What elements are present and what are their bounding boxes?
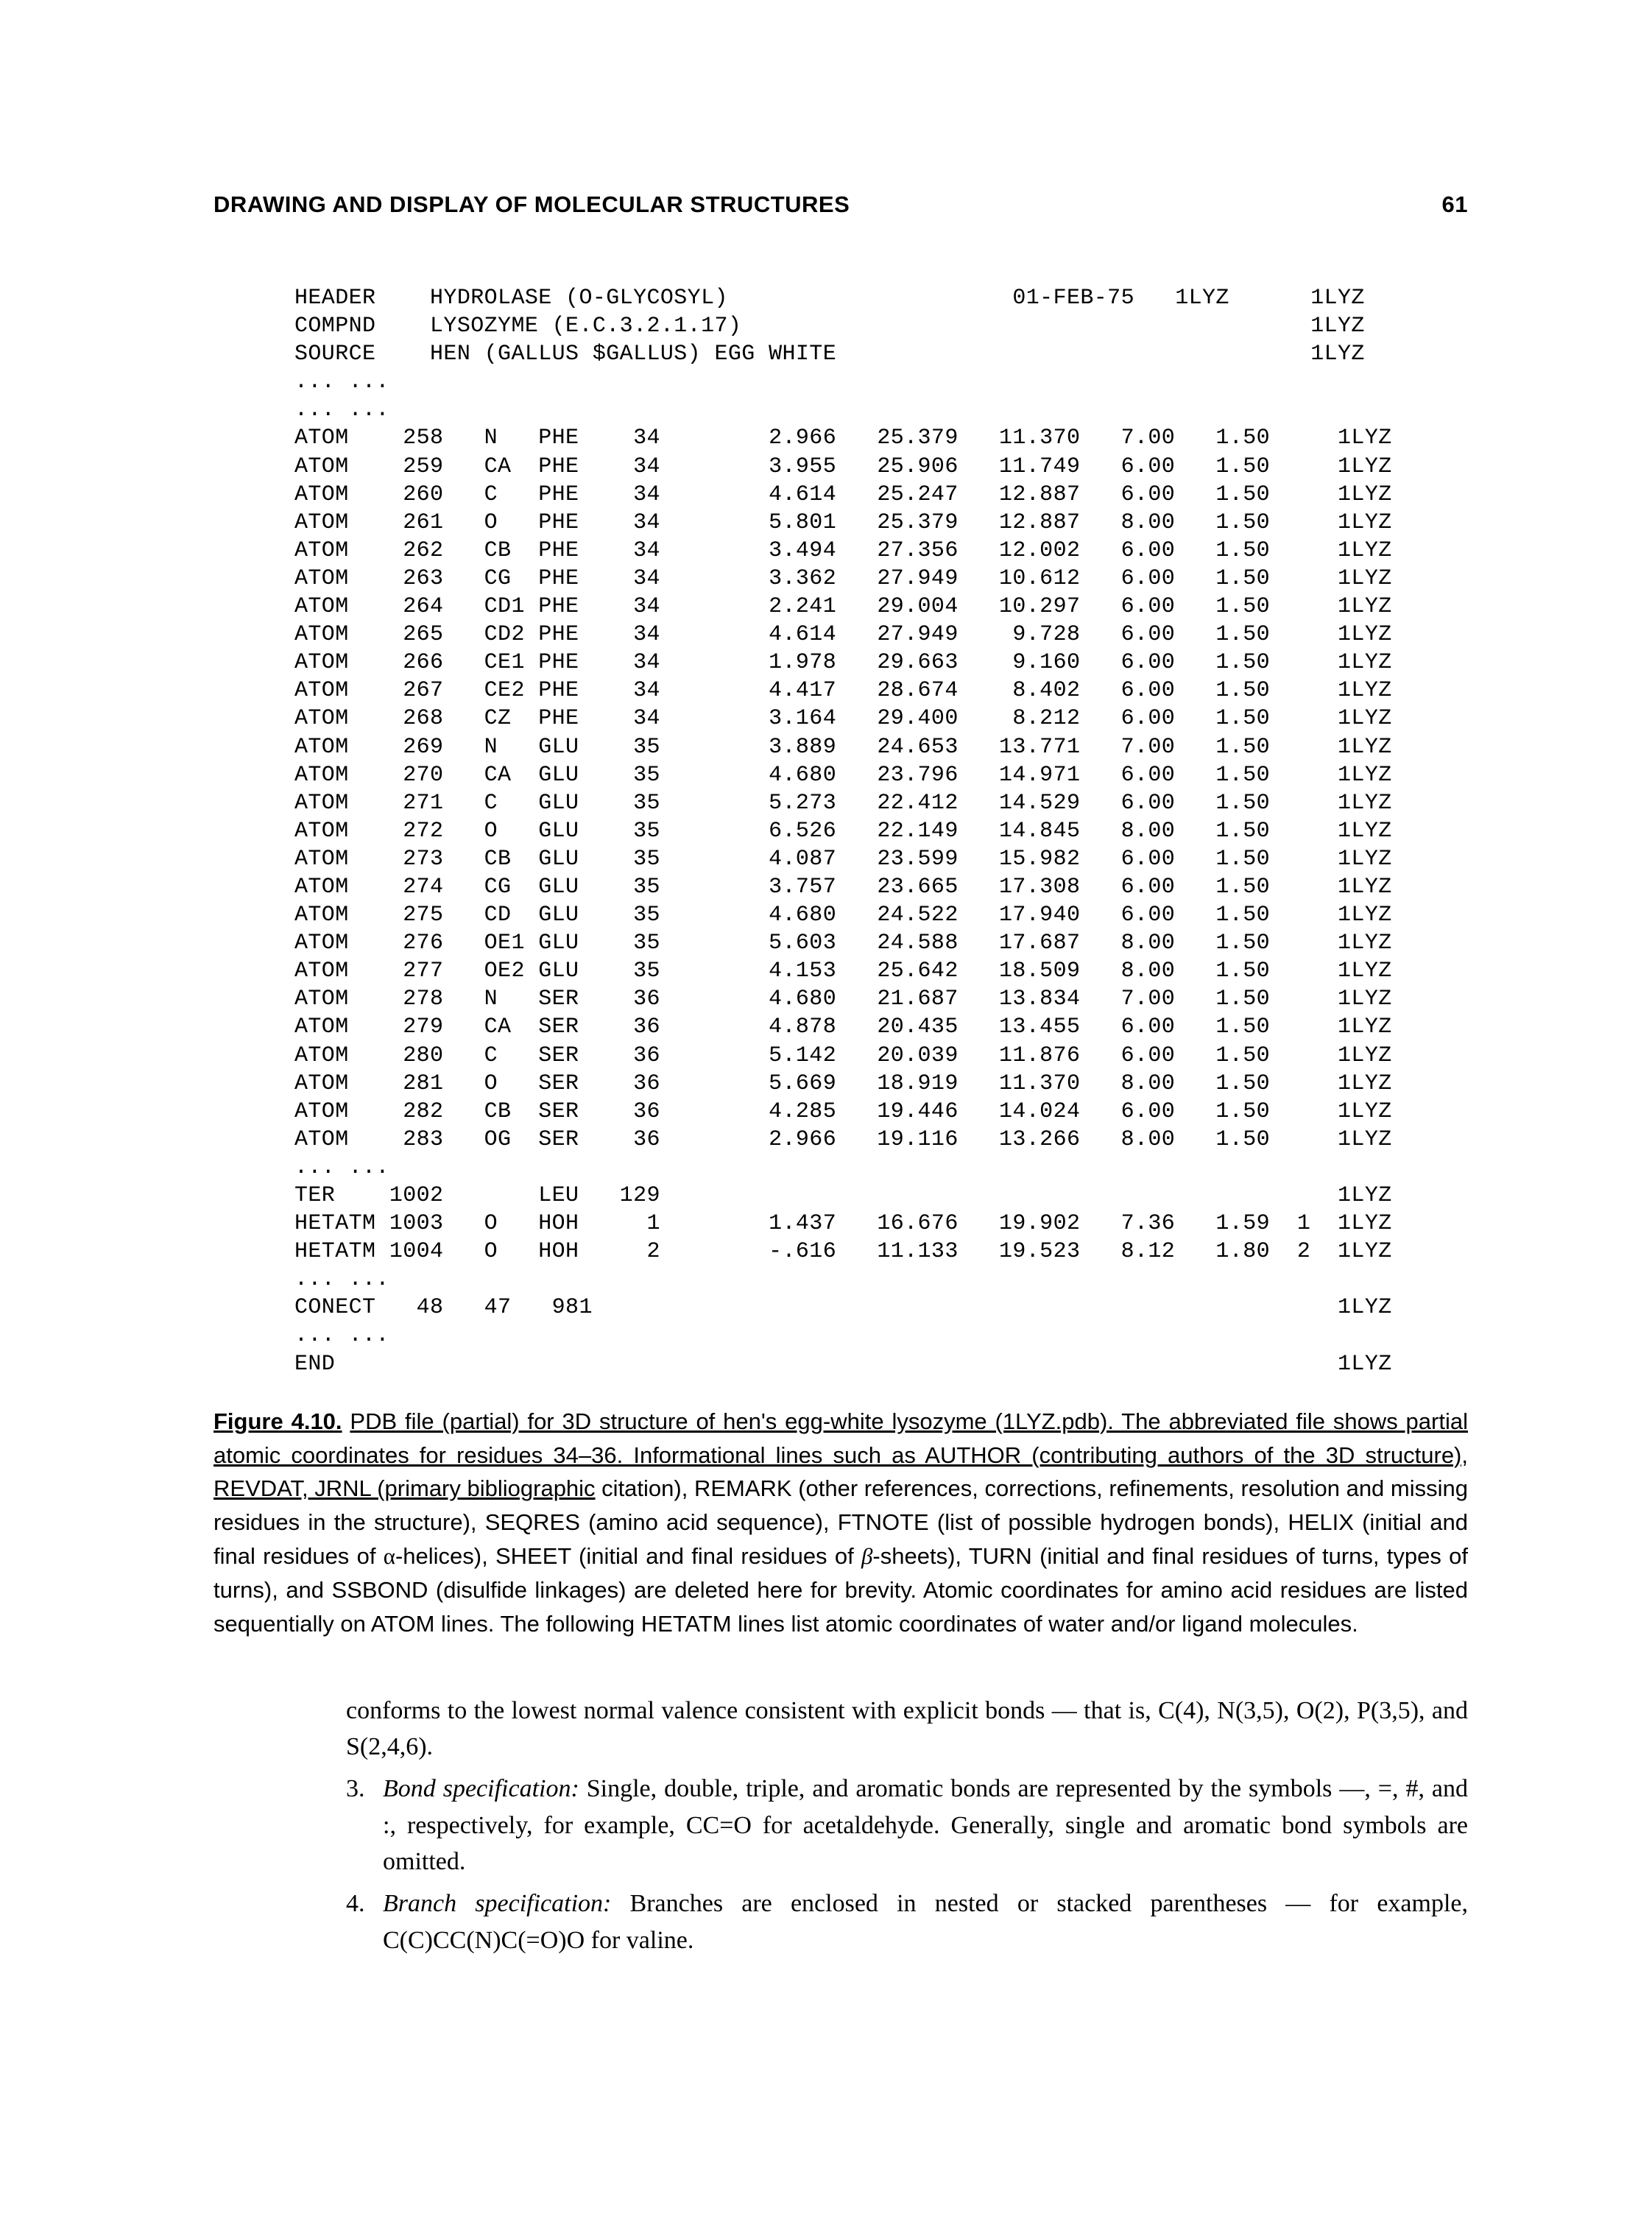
list-item: 3. Bond specification: Single, double, t… [346,1771,1468,1880]
caption-text-2: -helices), SHEET (initial and final resi… [395,1543,861,1569]
figure-label: Figure 4.10. [213,1408,342,1434]
pdb-listing: HEADER HYDROLASE (O-GLYCOSYL) 01-FEB-75 … [294,284,1461,1378]
page: DRAWING AND DISPLAY OF MOLECULAR STRUCTU… [0,0,1652,2061]
page-number: 61 [1442,191,1468,218]
item-label: Bond specification: [383,1775,579,1802]
alpha-glyph: α [384,1543,395,1569]
numbered-list: 3. Bond specification: Single, double, t… [213,1771,1468,1958]
item-label: Branch specification: [383,1890,611,1917]
list-item: 4. Branch specification: Branches are en… [346,1885,1468,1958]
item-number: 3. [346,1771,365,1807]
beta-glyph: β [861,1543,872,1569]
figure-caption: Figure 4.10. PDB file (partial) for 3D s… [213,1405,1468,1641]
continuation-paragraph: conforms to the lowest normal valence co… [346,1693,1468,1765]
running-head-left: DRAWING AND DISPLAY OF MOLECULAR STRUCTU… [213,191,850,218]
item-number: 4. [346,1885,365,1922]
body-text: conforms to the lowest normal valence co… [213,1693,1468,1958]
running-head: DRAWING AND DISPLAY OF MOLECULAR STRUCTU… [213,191,1468,218]
